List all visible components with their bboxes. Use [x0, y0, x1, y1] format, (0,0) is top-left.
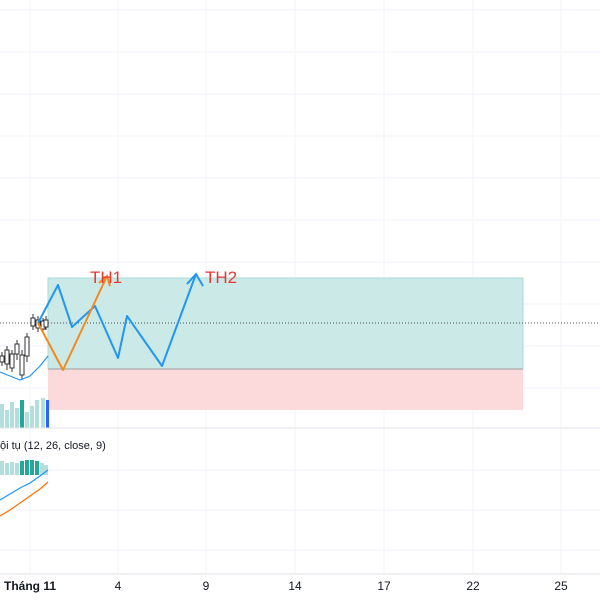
candle-body: [9, 353, 15, 369]
signal-line: [0, 481, 49, 517]
time-axis-tick: 9: [203, 579, 210, 593]
moving-average-line: [0, 355, 49, 381]
time-axis-tick: 25: [554, 579, 568, 593]
candle-body: [24, 336, 30, 357]
volume-bar: [0, 404, 4, 428]
annotation-th1[interactable]: TH1: [90, 268, 122, 287]
volume-bar: [5, 410, 9, 428]
volume-bar: [20, 400, 24, 428]
volume-bars: [0, 398, 49, 428]
macd-pane: [0, 460, 49, 517]
macd-histogram-bar: [25, 460, 29, 475]
macd-histogram-bar: [40, 463, 44, 475]
macd-histogram-bar: [15, 463, 19, 475]
time-axis-tick: 4: [115, 579, 122, 593]
time-axis-tick: 22: [466, 579, 480, 593]
time-axis-tick: Tháng 11: [4, 579, 56, 593]
candle-body: [14, 343, 20, 355]
macd-histogram-bar: [44, 465, 48, 475]
macd-histogram-bar: [0, 461, 4, 475]
candle-body: [19, 354, 25, 376]
macd-histogram-bar: [35, 461, 39, 475]
th1-path: [37, 275, 108, 371]
volume-bar: [25, 412, 29, 428]
macd-histogram-bar: [20, 461, 24, 475]
scenario-paths: [37, 272, 204, 371]
volume-bar: [35, 400, 39, 428]
candle-body: [43, 319, 49, 328]
time-axis-tick: 17: [377, 579, 391, 593]
volume-bar: [30, 406, 34, 428]
candle-body: [30, 317, 36, 327]
loss-zone[interactable]: [48, 369, 523, 410]
volume-bar: [15, 408, 19, 428]
candle-body: [4, 349, 10, 365]
time-axis-tick: 14: [288, 579, 302, 593]
indicator-legend[interactable]: ội tụ (12, 26, close, 9): [0, 440, 106, 452]
candle-body: [0, 355, 5, 363]
macd-line: [0, 469, 49, 501]
position-zones: [47, 277, 524, 410]
th1-arrowhead: [98, 274, 111, 287]
volume-bar: [41, 398, 45, 428]
annotation-th2[interactable]: TH2: [205, 268, 237, 287]
candles: [0, 314, 49, 381]
macd-histogram-bar: [5, 463, 9, 475]
macd-histogram-bar: [30, 460, 34, 475]
volume-bar: [46, 400, 49, 428]
volume-bar: [10, 402, 14, 428]
th2-path: [37, 273, 197, 367]
th2-arrowhead: [186, 272, 204, 287]
time-axis: Tháng 11 4 9 14 17 22 25: [4, 579, 568, 593]
macd-histogram-bar: [10, 462, 14, 475]
